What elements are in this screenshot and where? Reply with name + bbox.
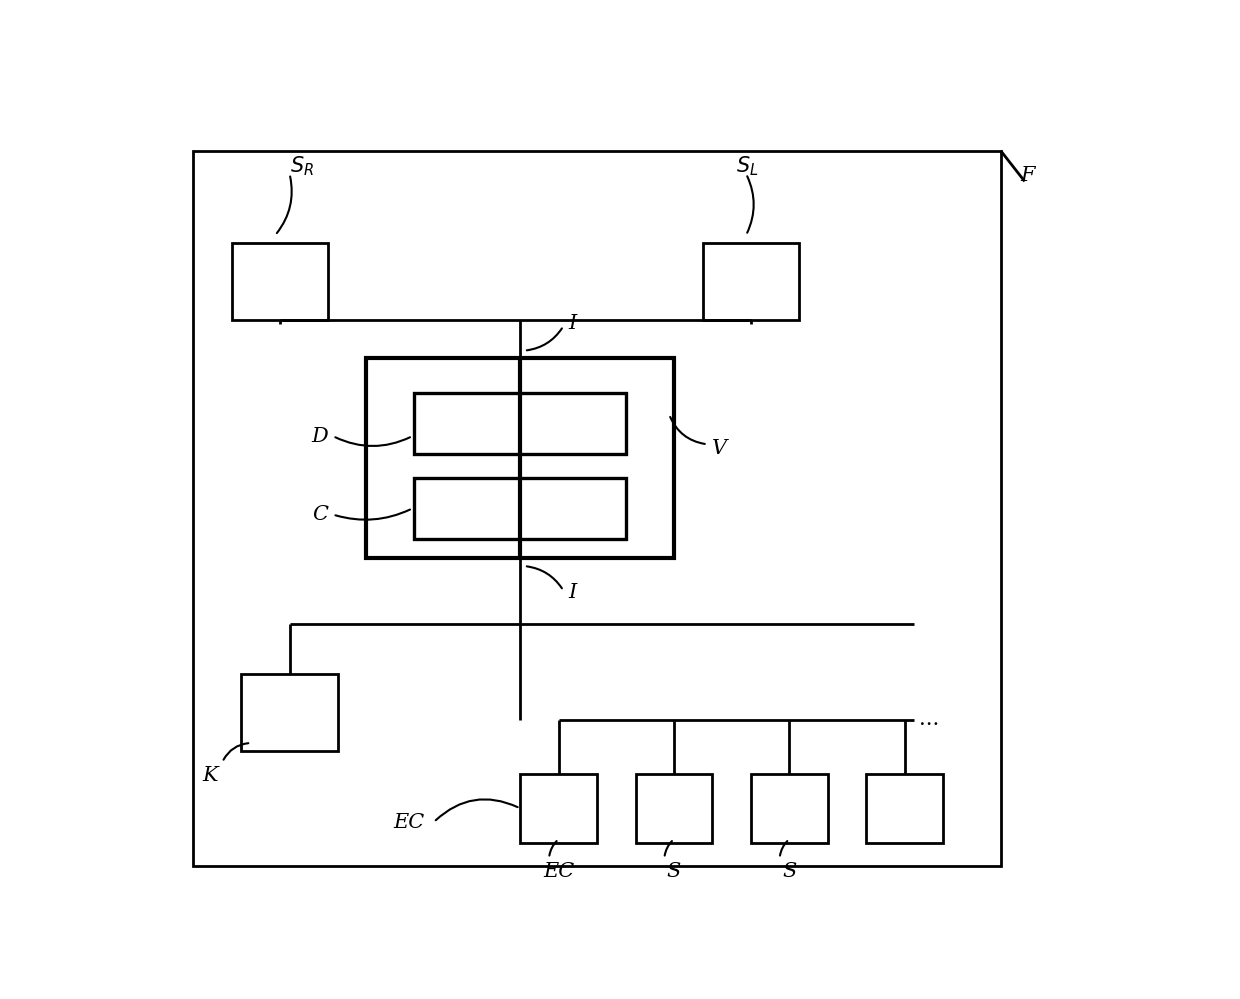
Text: I: I [568,583,577,602]
Text: F: F [1019,166,1034,185]
Text: V: V [713,439,728,458]
Text: D: D [311,427,327,446]
Text: K: K [202,766,217,785]
Text: $S_L$: $S_L$ [737,154,759,178]
Text: S: S [782,862,796,881]
Bar [242,673,337,750]
Bar [635,773,712,843]
Bar [193,151,1001,866]
Text: S: S [667,862,681,881]
Text: I: I [568,315,577,334]
Text: C: C [312,505,327,524]
Bar [414,393,626,455]
Bar [414,478,626,539]
Bar [367,359,675,558]
Text: $S_R$: $S_R$ [290,154,314,178]
Text: ...: ... [919,710,939,729]
Text: EC: EC [543,862,574,881]
Bar [232,243,327,320]
Bar [521,773,598,843]
Bar [751,773,828,843]
Text: EC: EC [393,813,424,832]
Bar [703,243,799,320]
Bar [866,773,942,843]
